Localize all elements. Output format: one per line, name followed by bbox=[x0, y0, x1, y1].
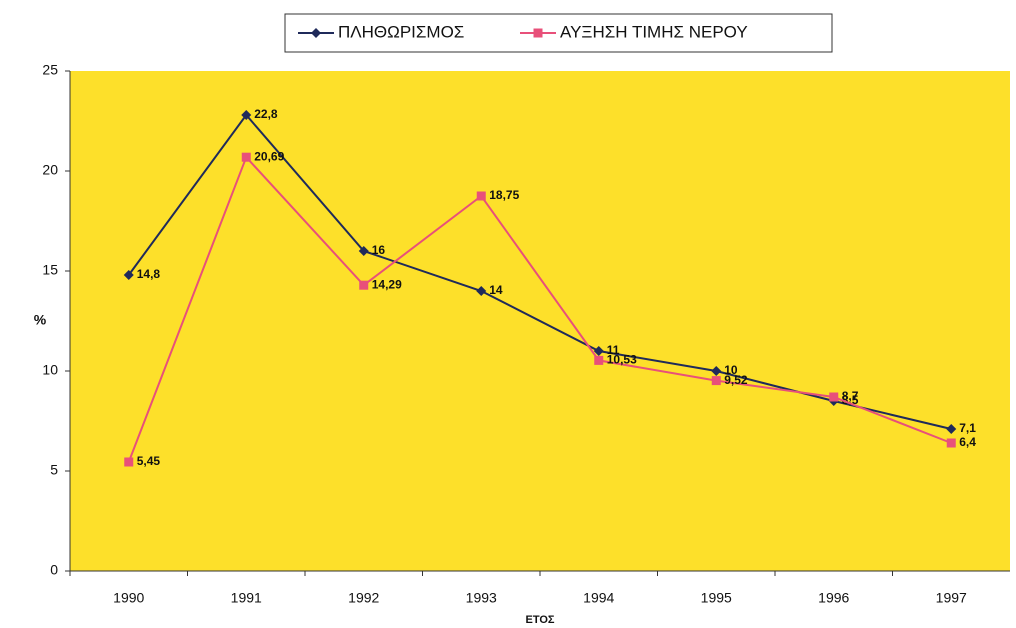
x-tick-label: 1991 bbox=[231, 590, 262, 606]
marker bbox=[711, 366, 722, 376]
legend-label: ΑΥΞΗΣΗ ΤΙΜΗΣ ΝΕΡΟΥ bbox=[560, 22, 748, 41]
value-label: 16 bbox=[372, 243, 386, 257]
marker bbox=[358, 246, 369, 256]
value-label: 11 bbox=[607, 343, 620, 357]
series-line bbox=[127, 155, 952, 463]
marker bbox=[946, 424, 957, 434]
value-label: 9,52 bbox=[724, 373, 748, 387]
value-label: 22,8 bbox=[254, 107, 278, 121]
y-axis-label: % bbox=[34, 312, 47, 328]
legend-box bbox=[284, 13, 833, 53]
y-tick-label: 15 bbox=[42, 262, 58, 278]
marker bbox=[359, 280, 369, 290]
marker bbox=[594, 355, 604, 365]
x-axis-label: ΕΤΟΣ bbox=[525, 614, 554, 626]
marker bbox=[311, 28, 321, 38]
y-tick-label: 10 bbox=[42, 362, 58, 378]
value-label: 8,5 bbox=[842, 393, 859, 407]
x-tick-label: 1994 bbox=[583, 590, 614, 606]
value-label: 7,1 bbox=[959, 421, 976, 435]
marker bbox=[124, 457, 134, 467]
x-tick-label: 1993 bbox=[466, 590, 497, 606]
marker bbox=[476, 286, 487, 296]
marker bbox=[533, 28, 543, 38]
x-tick-label: 1997 bbox=[936, 590, 967, 606]
value-label: 14,8 bbox=[137, 267, 161, 281]
marker bbox=[123, 270, 134, 280]
marker bbox=[241, 110, 252, 120]
y-tick-label: 0 bbox=[50, 562, 58, 578]
value-label: 14 bbox=[489, 283, 503, 297]
value-label: 18,75 bbox=[489, 188, 519, 202]
value-label: 5,45 bbox=[137, 454, 161, 468]
value-label: 10,53 bbox=[607, 353, 637, 367]
value-label: 8,7 bbox=[842, 389, 859, 403]
x-tick-label: 1990 bbox=[113, 590, 144, 606]
x-tick-label: 1996 bbox=[818, 590, 849, 606]
y-tick-label: 20 bbox=[42, 162, 58, 178]
y-tick-label: 25 bbox=[42, 62, 58, 78]
value-label: 6,4 bbox=[959, 435, 976, 449]
marker bbox=[829, 392, 839, 402]
series-line bbox=[127, 113, 952, 430]
x-tick-label: 1992 bbox=[348, 590, 379, 606]
x-tick-label: 1995 bbox=[701, 590, 732, 606]
legend-label: ΠΛΗΘΩΡΙΣΜΟΣ bbox=[338, 22, 464, 41]
value-label: 10 bbox=[724, 363, 738, 377]
marker bbox=[593, 346, 604, 356]
value-label: 14,29 bbox=[372, 277, 402, 291]
marker bbox=[946, 438, 956, 448]
marker bbox=[241, 152, 251, 162]
marker bbox=[476, 191, 486, 201]
marker bbox=[711, 376, 721, 386]
value-label: 20,69 bbox=[254, 149, 284, 163]
y-tick-label: 5 bbox=[50, 462, 58, 478]
